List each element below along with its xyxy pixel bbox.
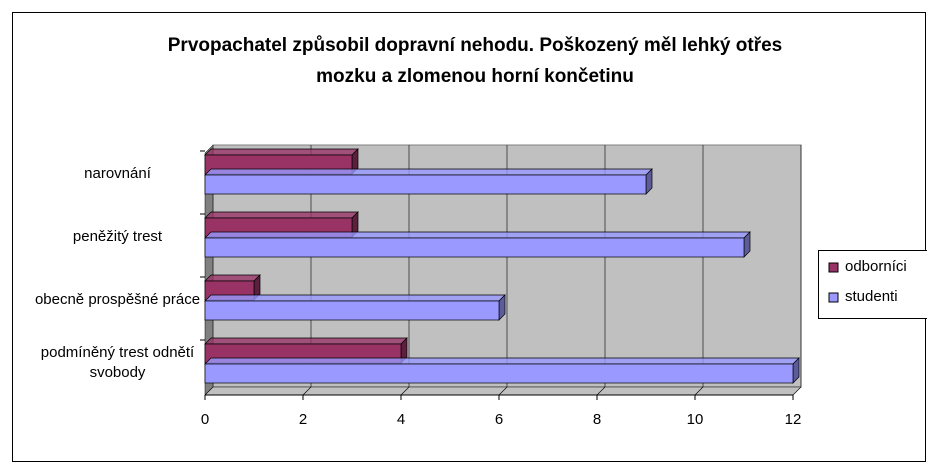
bar (204, 294, 506, 321)
bar (204, 231, 751, 258)
floor-grid-line (204, 386, 214, 396)
x-tick-label: 0 (200, 411, 210, 428)
bar-top (204, 357, 800, 365)
x-tick-label: 6 (494, 411, 504, 428)
floor-grid-line (792, 386, 802, 396)
x-tick-label: 10 (686, 411, 704, 428)
x-tick-label: 8 (592, 411, 602, 428)
floor-grid-line (498, 386, 508, 396)
bar-top (204, 231, 751, 239)
y-tick-label: obecně prospěšné práce (34, 291, 201, 308)
legend-label: studenti (845, 288, 898, 305)
floor-grid-line (400, 386, 410, 396)
floor-grid-line (694, 386, 704, 396)
legend-box (818, 250, 927, 319)
bar-front (204, 237, 745, 258)
bar (204, 357, 800, 384)
bar-top (204, 148, 359, 156)
bar-front (204, 363, 794, 384)
chart-title: Prvopachatel způsobil dopravní nehodu. P… (167, 35, 783, 87)
legend-swatch (828, 292, 839, 303)
bar (204, 168, 653, 195)
legend-swatch (828, 262, 839, 273)
y-tick-label: peněžitý trest (72, 228, 163, 245)
bar-front (204, 300, 500, 321)
bar-top (204, 294, 506, 302)
x-tick-label: 2 (298, 411, 308, 428)
floor-grid-line (596, 386, 606, 396)
x-tick-label: 12 (784, 411, 802, 428)
bar-top (204, 168, 653, 176)
y-tick-label: narovnání (84, 165, 151, 182)
legend-label: odborníci (845, 258, 907, 275)
bar-top (204, 337, 408, 345)
bar-top (204, 274, 261, 282)
bar-front (204, 174, 647, 195)
y-tick-label: podmíněný trest odnětí svobody (40, 344, 195, 381)
bar-top (204, 211, 359, 219)
x-tick-label: 4 (396, 411, 406, 428)
floor-grid-line (302, 386, 312, 396)
